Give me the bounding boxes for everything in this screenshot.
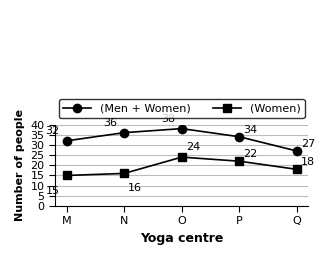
- Text: 18: 18: [301, 157, 315, 167]
- Text: 16: 16: [128, 184, 142, 193]
- Text: 15: 15: [46, 186, 60, 196]
- X-axis label: Yoga centre: Yoga centre: [140, 232, 223, 245]
- Legend: (Men + Women), (Women): (Men + Women), (Women): [59, 99, 305, 118]
- Text: 34: 34: [243, 125, 257, 135]
- Text: 22: 22: [243, 149, 257, 159]
- Text: 36: 36: [103, 118, 117, 128]
- Text: 38: 38: [161, 114, 175, 124]
- Text: 32: 32: [46, 126, 60, 136]
- Y-axis label: Number of people: Number of people: [15, 109, 25, 221]
- Text: 27: 27: [301, 139, 315, 149]
- Text: 24: 24: [186, 142, 200, 152]
